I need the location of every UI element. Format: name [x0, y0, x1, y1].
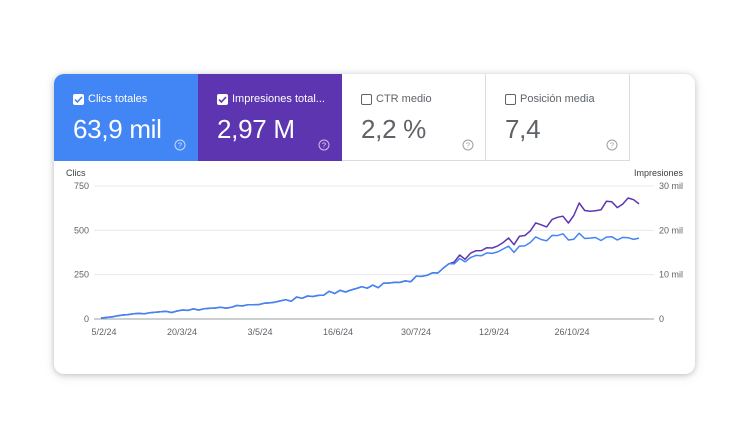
tile-header: Clics totales	[73, 93, 191, 105]
x-tick-label: 26/10/24	[554, 327, 589, 337]
impressions-checkbox[interactable]	[217, 93, 228, 105]
chart-svg: Clics Impresiones 0 250 500 750 0 10 mil 20 m…	[66, 168, 684, 337]
position-checkbox[interactable]	[505, 93, 516, 105]
performance-chart: Clics Impresiones 0 250 500 750 0 10 mil 20 m…	[54, 161, 695, 374]
x-axis-ticks: 5/2/24 20/3/24 3/5/24 16/6/24 30/7/24 12/9/24…	[91, 327, 589, 337]
check-icon	[218, 95, 227, 103]
clicks-series-line	[100, 232, 640, 319]
grid-lines	[94, 185, 654, 320]
tile-header: Impresiones total...	[217, 93, 335, 105]
x-tick-label: 16/6/24	[323, 327, 353, 337]
x-tick-label: 5/2/24	[91, 327, 116, 337]
tile-average-position[interactable]: Posición media 7,4 ?	[486, 74, 630, 161]
right-tick-label: 20 mil	[659, 225, 683, 235]
left-tick-label: 750	[74, 181, 89, 191]
performance-card: Clics totales 63,9 mil ? Impresiones tot…	[54, 74, 695, 374]
clicks-checkbox[interactable]	[73, 93, 84, 105]
tile-label: Clics totales	[88, 93, 148, 105]
tile-label: Posición media	[520, 93, 595, 105]
x-tick-label: 12/9/24	[479, 327, 509, 337]
right-axis-ticks: 0 10 mil 20 mil 30 mil	[659, 181, 683, 324]
metric-tiles: Clics totales 63,9 mil ? Impresiones tot…	[54, 74, 630, 161]
tile-label: Impresiones total...	[232, 93, 325, 105]
left-axis-title: Clics	[66, 168, 86, 178]
help-circle-icon[interactable]: ?	[462, 139, 474, 151]
right-tick-label: 0	[659, 314, 664, 324]
tile-value: 7,4	[505, 114, 541, 144]
svg-text:?: ?	[610, 141, 614, 150]
x-tick-label: 30/7/24	[401, 327, 431, 337]
tile-total-clicks[interactable]: Clics totales 63,9 mil ?	[54, 74, 198, 161]
right-tick-label: 10 mil	[659, 270, 683, 280]
tile-value: 2,97 M	[217, 114, 295, 144]
ctr-checkbox[interactable]	[361, 93, 372, 105]
tile-header: CTR medio	[361, 93, 479, 105]
left-tick-label: 0	[84, 314, 89, 324]
tile-total-impressions[interactable]: Impresiones total... 2,97 M ?	[198, 74, 342, 161]
tile-value: 2,2 %	[361, 114, 426, 144]
tile-average-ctr[interactable]: CTR medio 2,2 % ?	[342, 74, 486, 161]
left-axis-ticks: 0 250 500 750	[74, 181, 89, 324]
help-circle-icon[interactable]: ?	[606, 139, 618, 151]
help-circle-icon[interactable]: ?	[318, 139, 330, 151]
tile-label: CTR medio	[376, 93, 432, 105]
right-axis-title: Impresiones	[634, 168, 684, 178]
svg-text:?: ?	[178, 141, 182, 150]
right-tick-label: 30 mil	[659, 181, 683, 191]
help-circle-icon[interactable]: ?	[174, 139, 186, 151]
svg-text:?: ?	[322, 141, 326, 150]
tile-value: 63,9 mil	[73, 114, 162, 144]
left-tick-label: 500	[74, 225, 89, 235]
impressions-series-line	[100, 197, 640, 319]
left-tick-label: 250	[74, 270, 89, 280]
check-icon	[74, 95, 83, 103]
x-tick-label: 20/3/24	[167, 327, 197, 337]
chart-series	[100, 197, 640, 319]
svg-text:?: ?	[466, 141, 470, 150]
tile-header: Posición media	[505, 93, 623, 105]
x-tick-label: 3/5/24	[247, 327, 272, 337]
